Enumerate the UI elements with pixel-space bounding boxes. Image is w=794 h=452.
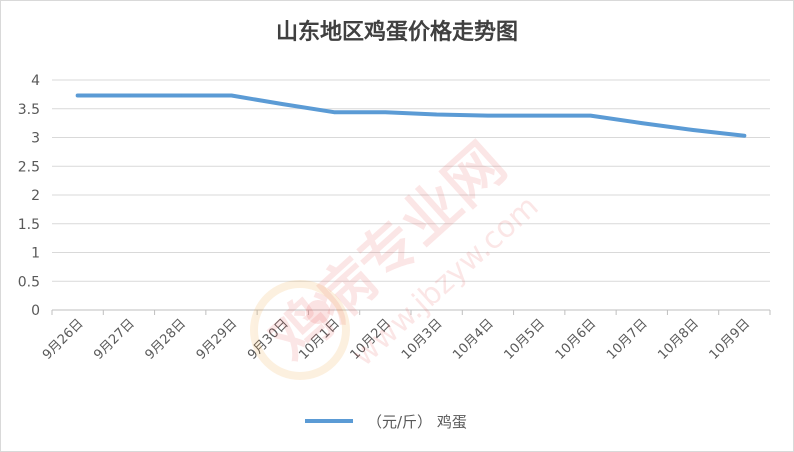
x-tick-label: 9月26日 [40, 316, 87, 363]
x-tick-label: 10月2日 [348, 316, 395, 363]
data-point [537, 114, 541, 118]
series-line-egg-price [75, 93, 747, 138]
x-tick-label: 10月7日 [604, 316, 651, 363]
y-tick-label: 2 [31, 188, 40, 204]
x-tick-label: 10月5日 [501, 316, 548, 363]
y-tick-label: 1 [31, 246, 40, 262]
legend: （元/斤） 鸡蛋 [305, 410, 467, 432]
chart-title: 山东地区鸡蛋价格走势图 [275, 20, 518, 45]
x-tick-label: 9月30日 [245, 316, 292, 363]
x-tick-label: 10月6日 [553, 316, 600, 363]
x-tick-label: 10月1日 [296, 316, 343, 363]
data-point [435, 113, 439, 116]
data-point [486, 114, 490, 118]
x-tick-label: 10月8日 [655, 316, 702, 363]
y-tick-label: 1.5 [18, 217, 40, 233]
y-axis-ticks: 0 0.5 1 1.5 2 2.5 3 3.5 4 [18, 73, 40, 319]
data-point [589, 114, 592, 118]
data-point [640, 121, 644, 125]
legend-swatch [305, 419, 353, 423]
x-tick-label: 9月27日 [91, 316, 138, 363]
data-point [332, 110, 336, 114]
data-point [691, 128, 695, 132]
x-tick-label: 10月3日 [399, 316, 446, 363]
y-tick-label: 2.5 [18, 159, 40, 175]
data-point [383, 110, 387, 114]
gridlines [51, 79, 771, 315]
x-tick-label: 9月28日 [142, 316, 189, 363]
data-point [742, 134, 746, 138]
data-point [76, 94, 80, 98]
y-tick-label: 3.5 [18, 102, 40, 118]
data-point [127, 94, 131, 98]
x-axis-ticks: 9月26日 9月27日 9月28日 9月29日 9月30日 10月1日 10月2日 10月3日… [40, 316, 753, 363]
x-tick-label: 10月9日 [707, 316, 754, 363]
legend-label: （元/斤） 鸡蛋 [367, 412, 467, 431]
series-layer [75, 93, 747, 138]
data-point [230, 94, 233, 98]
x-tick-label: 10月4日 [450, 316, 497, 363]
y-tick-label: 4 [31, 73, 40, 89]
y-tick-label: 0 [31, 303, 40, 319]
data-point [281, 102, 285, 106]
x-tick-label: 9月29日 [194, 316, 241, 363]
y-tick-label: 0.5 [18, 274, 40, 290]
data-point [178, 94, 182, 98]
y-tick-label: 3 [31, 131, 40, 147]
